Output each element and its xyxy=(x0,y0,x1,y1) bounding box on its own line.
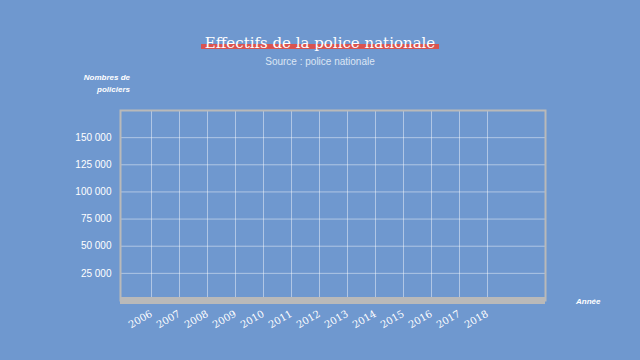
svg-text:2015: 2015 xyxy=(379,308,407,330)
svg-text:2016: 2016 xyxy=(407,308,435,330)
svg-text:2008: 2008 xyxy=(183,308,211,330)
svg-text:2013: 2013 xyxy=(323,308,351,330)
svg-text:2018: 2018 xyxy=(463,308,491,330)
svg-text:2009: 2009 xyxy=(211,308,239,330)
svg-text:2017: 2017 xyxy=(435,308,463,330)
html-text:Nombres de policiers: Nombres de policiers xyxy=(83,73,130,94)
html-text:Année: Année xyxy=(576,297,601,306)
svg-text:125 000: 125 000 xyxy=(75,159,112,170)
html-text:Source : police nationale: Source : police nationale xyxy=(265,56,375,67)
svg-text:2006: 2006 xyxy=(127,308,155,330)
svg-text:2007: 2007 xyxy=(155,308,183,330)
svg-text:75 000: 75 000 xyxy=(81,213,112,224)
svg-text:25 000: 25 000 xyxy=(81,268,112,279)
svg-text:2012: 2012 xyxy=(295,308,323,330)
svg-text:150 000: 150 000 xyxy=(75,132,112,143)
svg-text:50 000: 50 000 xyxy=(81,240,112,251)
svg-text:2014: 2014 xyxy=(351,308,379,330)
html-text:Effectifs de la police nationa: Effectifs de la police nationale xyxy=(204,34,436,52)
svg-text:2011: 2011 xyxy=(267,308,295,330)
svg-text:100 000: 100 000 xyxy=(75,186,112,197)
svg-text:2010: 2010 xyxy=(239,308,267,330)
